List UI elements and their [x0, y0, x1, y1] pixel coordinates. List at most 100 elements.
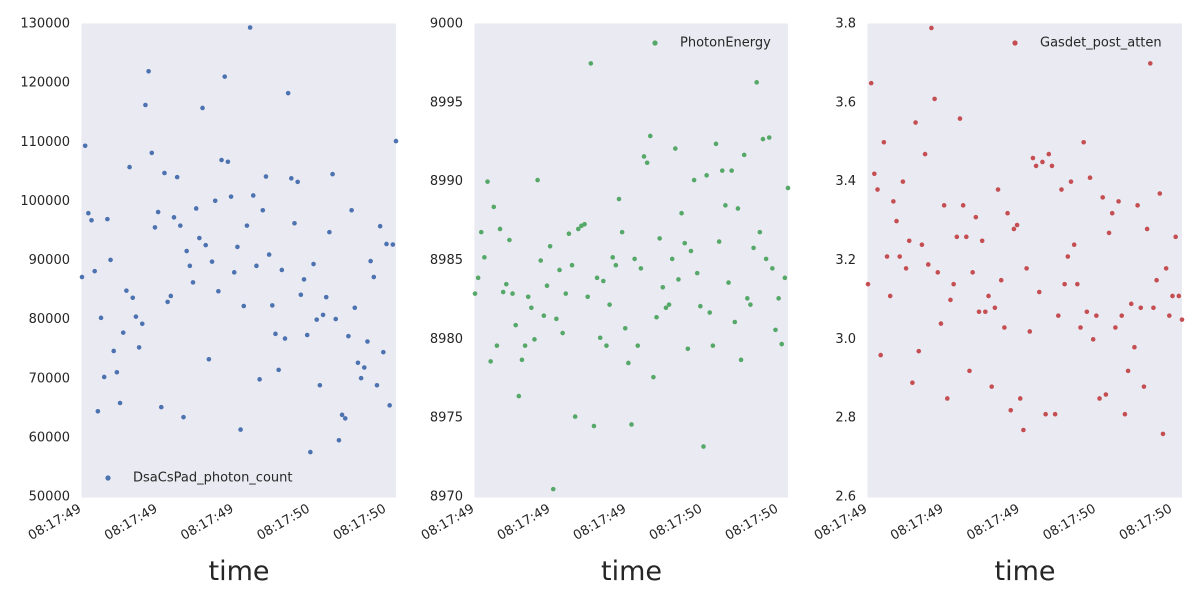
data-point — [1103, 392, 1109, 397]
data-point — [1132, 344, 1137, 350]
data-point — [601, 278, 606, 284]
data-point — [669, 256, 675, 262]
data-point — [209, 259, 215, 264]
data-point — [872, 171, 877, 177]
data-point — [941, 203, 947, 208]
data-point — [710, 343, 716, 348]
data-point — [241, 303, 247, 309]
data-point — [507, 237, 512, 243]
data-point — [314, 317, 320, 322]
data-point — [607, 302, 612, 307]
data-point — [295, 179, 300, 185]
data-point — [162, 170, 167, 176]
x-axis-title: time — [994, 556, 1055, 587]
data-point — [333, 316, 339, 322]
data-point — [152, 225, 158, 230]
data-point — [475, 275, 481, 281]
data-point — [676, 277, 681, 282]
data-point — [124, 288, 129, 293]
x-tick-label: 08:17:50 — [331, 501, 389, 543]
x-tick-label: 08:17:49 — [419, 501, 477, 543]
data-point — [79, 274, 85, 280]
data-point — [557, 267, 562, 273]
x-tick-label: 08:17:49 — [964, 501, 1022, 543]
data-point — [666, 302, 672, 307]
data-point — [472, 291, 478, 296]
data-point — [865, 281, 871, 287]
data-point — [1109, 210, 1115, 216]
data-point — [704, 173, 709, 178]
data-point — [497, 226, 503, 232]
data-point — [597, 335, 603, 341]
y-tick-label: 80000 — [29, 312, 70, 327]
data-point — [393, 138, 399, 144]
data-point — [1046, 151, 1052, 157]
data-point — [906, 238, 912, 244]
data-point — [1138, 305, 1144, 311]
data-point — [260, 207, 266, 213]
y-tick-label: 8975 — [430, 411, 463, 426]
y-tick-label: 100000 — [20, 194, 70, 209]
data-point — [766, 135, 772, 140]
data-point — [995, 187, 1001, 192]
y-tick-label: 60000 — [29, 430, 70, 445]
data-point — [1094, 313, 1099, 318]
data-point — [117, 400, 123, 406]
data-point — [894, 218, 899, 224]
data-point — [685, 346, 691, 352]
data-point — [342, 416, 348, 421]
data-point — [651, 374, 656, 380]
data-point — [875, 187, 880, 192]
data-point — [327, 229, 332, 235]
data-point — [193, 206, 199, 211]
data-point — [741, 152, 747, 158]
data-point — [478, 229, 484, 235]
data-point — [82, 143, 88, 149]
data-point — [1033, 163, 1039, 169]
data-point — [504, 281, 509, 287]
data-point — [143, 102, 148, 108]
data-point — [1014, 222, 1020, 228]
data-point — [500, 289, 506, 295]
data-point — [95, 408, 101, 414]
data-point — [691, 177, 697, 183]
data-point — [120, 330, 126, 335]
data-point — [279, 267, 285, 273]
data-point — [1056, 313, 1061, 318]
data-point — [165, 299, 170, 305]
data-point — [190, 280, 196, 285]
data-point — [1068, 179, 1074, 184]
data-point — [738, 357, 744, 363]
gridlines — [474, 23, 788, 498]
data-point — [785, 185, 791, 191]
data-point — [111, 348, 117, 354]
data-point — [938, 321, 944, 326]
data-point — [206, 356, 212, 362]
data-point — [510, 291, 515, 296]
data-point — [390, 242, 396, 247]
data-point — [197, 235, 202, 241]
data-point — [519, 357, 525, 363]
data-point — [146, 69, 151, 74]
data-point — [203, 242, 208, 248]
data-point — [632, 256, 637, 262]
data-point — [535, 177, 540, 183]
x-tick-label: 08:17:49 — [102, 501, 160, 543]
y-tick-label: 8980 — [430, 332, 463, 347]
data-point — [292, 220, 297, 226]
data-point — [1125, 368, 1131, 374]
y-tick-label: 70000 — [29, 371, 70, 386]
data-point — [913, 120, 918, 125]
data-point — [491, 204, 497, 210]
legend: PhotonEnergy — [652, 36, 771, 51]
data-point — [935, 270, 941, 275]
y-tick-label: 8990 — [430, 174, 463, 189]
data-point — [983, 309, 988, 315]
data-point — [346, 333, 351, 339]
chart-panel-1: 50000 60000 70000 80000 90000 100000 110000 120… — [20, 17, 399, 587]
series-points — [865, 25, 1185, 437]
y-tick-label: 110000 — [20, 135, 70, 150]
data-point — [613, 262, 619, 268]
legend: DsaCsPad_photon_count — [105, 471, 293, 486]
data-point — [1084, 309, 1090, 315]
